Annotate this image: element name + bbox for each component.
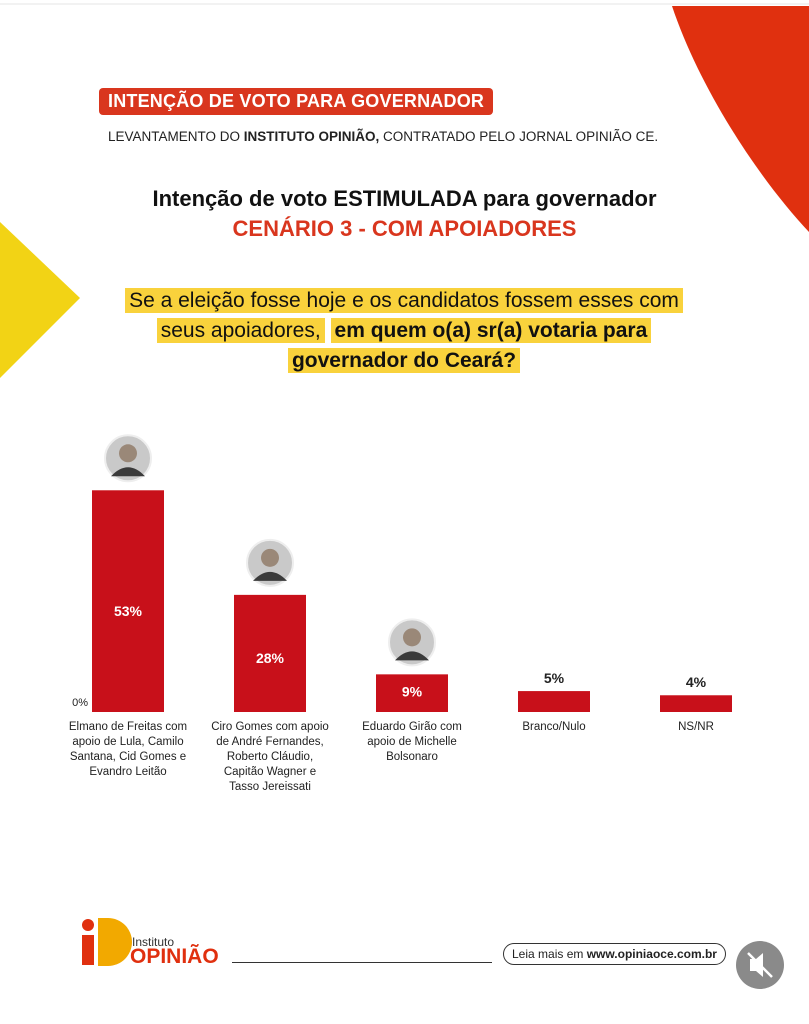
value-label: 28% — [256, 650, 285, 666]
badge: INTENÇÃO DE VOTO PARA GOVERNADOR — [99, 88, 494, 115]
survey-text: LEVANTAMENTO DO — [108, 129, 244, 144]
read-more[interactable]: Leia mais em www.opiniaoce.com.br — [503, 943, 726, 965]
x-tick-label: Ciro Gomes com apoio de André Fernandes,… — [211, 721, 329, 793]
logo-dot — [82, 919, 94, 931]
chart-title: Intenção de voto ESTIMULADA para governa… — [152, 186, 657, 211]
logo-big: OPINIÃO — [130, 945, 219, 968]
photo-head — [261, 548, 279, 567]
logo-small: Instituto — [132, 935, 175, 949]
yellow-triangle — [0, 222, 80, 378]
url: www.opiniaoce.com.br — [586, 947, 717, 961]
mute-slash — [747, 952, 773, 978]
value-label: 53% — [114, 603, 143, 619]
survey-note: LEVANTAMENTO DO INSTITUTO OPINIÃO, CONTR… — [108, 129, 658, 144]
chart-subtitle: CENÁRIO 3 - COM APOIADORES — [232, 216, 577, 241]
x-tick-label: Branco/Nulo — [522, 721, 586, 733]
survey-institute: INSTITUTO OPINIÃO, — [243, 129, 380, 144]
photo-body — [111, 467, 145, 477]
bar — [660, 695, 732, 712]
corner-shape — [672, 6, 809, 232]
x-tick-label: NS/NR — [678, 721, 714, 733]
question: Se a eleição fosse hoje e os candidatos … — [104, 286, 704, 376]
logo-d — [98, 918, 132, 966]
x-tick-label: Eduardo Girão com apoio de Michelle Bols… — [362, 721, 462, 763]
photo-head — [403, 628, 421, 647]
photo-body — [253, 571, 287, 581]
y-tick-label: 0% — [72, 697, 88, 709]
footer-line — [232, 962, 492, 963]
photo-head — [119, 444, 137, 463]
bar — [234, 594, 306, 712]
logo-i — [82, 935, 94, 965]
read-more-text: Leia mais em — [512, 947, 584, 961]
bar — [518, 691, 590, 712]
x-tick-label: Elmano de Freitas com apoio de Lula, Cam… — [68, 721, 188, 778]
bar — [376, 674, 448, 712]
value-label: 4% — [686, 674, 707, 690]
value-label: 5% — [544, 670, 565, 686]
survey-text: CONTRATADO PELO JORNAL OPINIÃO CE. — [379, 129, 659, 144]
bar — [92, 490, 164, 712]
value-label: 9% — [402, 684, 423, 700]
photo-body — [395, 651, 429, 661]
